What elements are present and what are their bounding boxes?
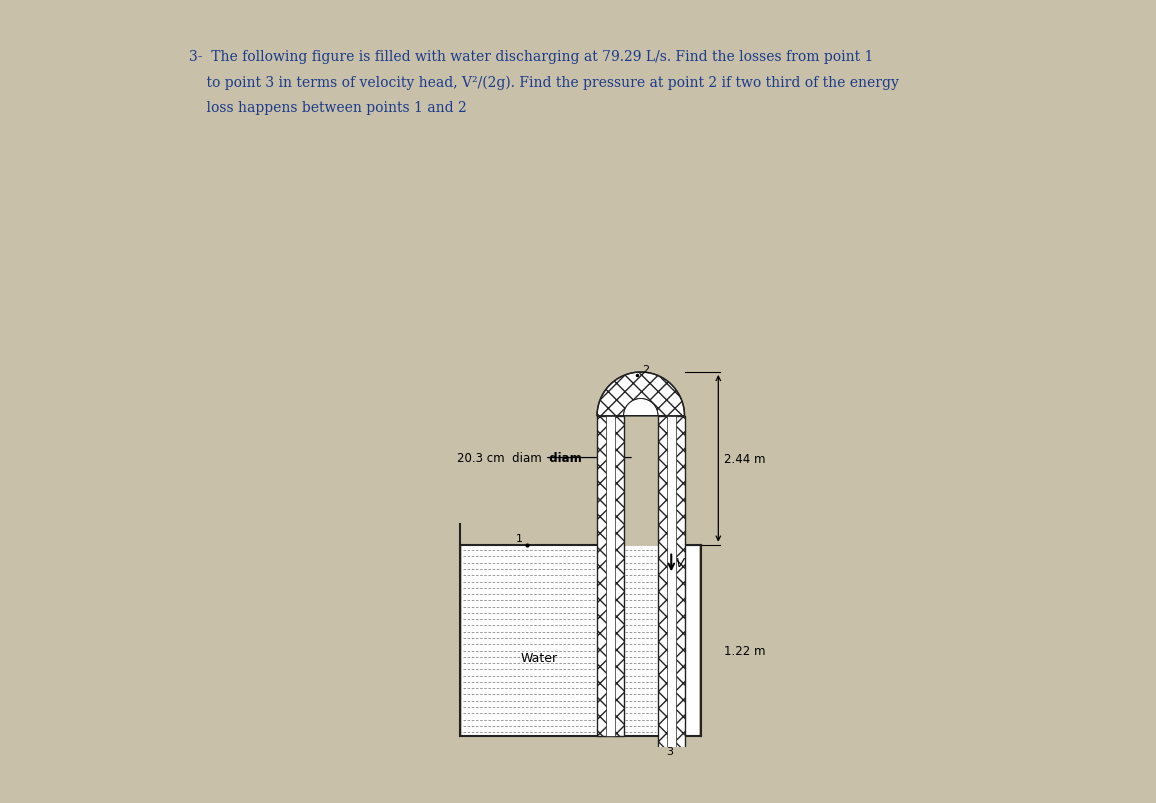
- Bar: [658, 416, 684, 756]
- Text: diam: diam: [541, 451, 581, 464]
- Bar: [606, 416, 615, 736]
- Text: Water: Water: [520, 651, 558, 665]
- Text: 2: 2: [643, 365, 650, 374]
- Text: V: V: [675, 556, 684, 570]
- Text: 3: 3: [666, 746, 673, 756]
- Bar: [596, 416, 623, 736]
- Bar: [462, 547, 699, 735]
- Text: 1.22 m: 1.22 m: [724, 644, 765, 657]
- Polygon shape: [615, 399, 667, 416]
- Text: 20.3 cm  diam: 20.3 cm diam: [457, 451, 541, 464]
- Text: to point 3 in terms of velocity head, V²/(2g). Find the pressure at point 2 if t: to point 3 in terms of velocity head, V²…: [188, 75, 898, 90]
- Bar: [667, 416, 676, 756]
- Text: loss happens between points 1 and 2: loss happens between points 1 and 2: [188, 101, 467, 115]
- Polygon shape: [596, 373, 684, 416]
- Text: 1: 1: [517, 533, 524, 544]
- Text: 2.44 m: 2.44 m: [724, 452, 765, 465]
- Text: 3-  The following figure is filled with water discharging at 79.29 L/s. Find the: 3- The following figure is filled with w…: [188, 50, 873, 63]
